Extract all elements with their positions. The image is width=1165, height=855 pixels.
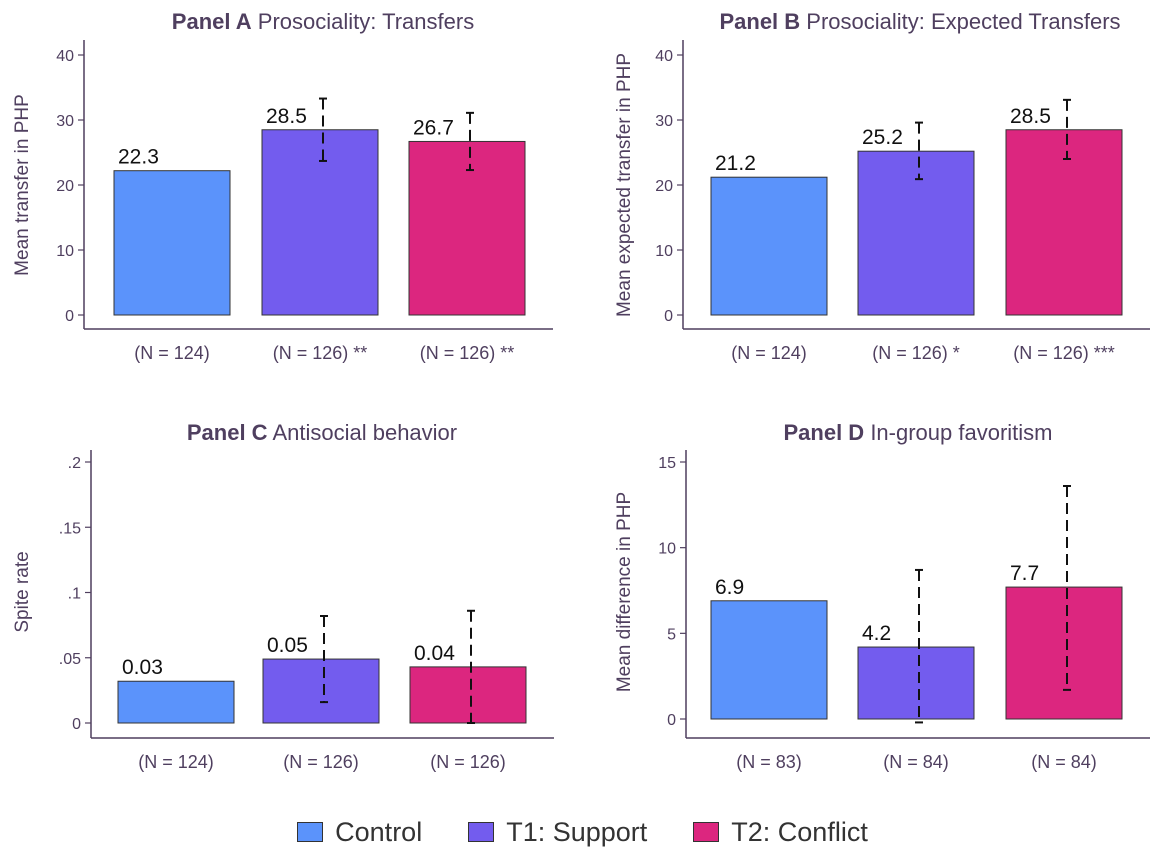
- legend-swatch-conflict: [693, 822, 720, 842]
- panel-c-y-tick-label-3: .15: [59, 520, 81, 537]
- panel-d-bar-2: [1005, 586, 1123, 720]
- legend-label-support: T1: Support: [506, 816, 648, 847]
- panel-c-title: Panel C Antisocial behavior: [187, 420, 457, 445]
- panel-d-bar-0: [710, 600, 828, 720]
- panel-b-value-label-1: 25.2: [862, 126, 903, 149]
- panel-b-value-label-2: 28.5: [1010, 105, 1051, 128]
- panel-b-title-bold: Panel B: [719, 9, 800, 34]
- panel-c-bar-0: [117, 680, 235, 724]
- panel-a-y-tick-label-4: 40: [56, 48, 74, 65]
- legend-label-control: Control: [335, 816, 423, 847]
- panel-d-y-tick-label-0: 0: [667, 712, 676, 729]
- panel-a-bar-1: [261, 129, 379, 316]
- panel-b-y-tick-label-2: 20: [655, 178, 673, 195]
- panel-d-y-tick-label-2: 10: [658, 541, 676, 558]
- panel-c-title-rest: Antisocial behavior: [268, 420, 458, 445]
- panel-a-y-tick-label-3: 30: [56, 113, 74, 130]
- panel-d-y-tick-label-3: 15: [658, 455, 676, 472]
- panel-c-y-tick-label-1: .05: [59, 651, 81, 668]
- panel-b-y-tick-label-4: 40: [655, 48, 673, 65]
- panel-d-y-tick-label-1: 5: [667, 626, 676, 643]
- panel-c-y-tick-label-2: .1: [68, 586, 81, 603]
- panel-b-bar-1: [857, 150, 975, 316]
- panel-c-category-label-0: (N = 124): [138, 752, 214, 772]
- panel-a-value-label-2: 26.7: [413, 116, 454, 139]
- panel-d-value-label-1: 4.2: [862, 622, 891, 645]
- panel-d-category-label-2: (N = 84): [1031, 752, 1097, 772]
- panel-a-ylabel: Mean transfer in PHP: [12, 94, 33, 276]
- panel-d-value-label-2: 7.7: [1010, 562, 1039, 585]
- legend: Control T1: Support T2: Conflict: [0, 812, 1165, 852]
- panel-c-ylabel: Spite rate: [12, 551, 33, 632]
- panel-c-bar-1: [262, 658, 380, 724]
- panel-b-y-tick-label-3: 30: [655, 113, 673, 130]
- panel-b-ylabel: Mean expected transfer in PHP: [614, 53, 635, 317]
- panel-a-title: Panel A Prosociality: Transfers: [172, 9, 474, 34]
- panel-a-y-tick-label-1: 10: [56, 243, 74, 260]
- panel-b-title: Panel B Prosociality: Expected Transfers: [719, 9, 1120, 34]
- panel-c-value-label-1: 0.05: [267, 634, 308, 657]
- panel-a-bar-2: [408, 140, 526, 316]
- panel-d-title-bold: Panel D: [784, 420, 865, 445]
- panel-b-bar-2: [1005, 129, 1123, 316]
- panel-b-bar-0: [710, 176, 828, 316]
- panel-c-category-label-2: (N = 126): [430, 752, 506, 772]
- panel-a-title-bold: Panel A: [172, 9, 252, 34]
- panel-c-value-label-0: 0.03: [122, 656, 163, 679]
- panel-a-category-label-1: (N = 126) **: [273, 343, 368, 363]
- panel-a-title-rest: Prosociality: Transfers: [252, 9, 475, 34]
- panel-d-category-label-1: (N = 84): [883, 752, 949, 772]
- panel-d-title-rest: In-group favoritism: [864, 420, 1052, 445]
- panel-b-y-tick-label-0: 0: [664, 308, 673, 325]
- legend-item-support: T1: Support: [468, 817, 647, 848]
- panel-c-bar-2: [409, 666, 527, 724]
- panel-a-bar-0: [113, 170, 231, 316]
- panel-c-y-tick-label-4: .2: [68, 455, 81, 472]
- panel-a-category-label-2: (N = 126) **: [420, 343, 515, 363]
- legend-item-control: Control: [297, 817, 422, 848]
- panel-b-y-tick-label-1: 10: [655, 243, 673, 260]
- panel-d-value-label-0: 6.9: [715, 576, 744, 599]
- legend-swatch-support: [468, 822, 495, 842]
- panel-a-value-label-0: 22.3: [118, 146, 159, 169]
- panel-b-title-rest: Prosociality: Expected Transfers: [800, 9, 1120, 34]
- panel-c-title-bold: Panel C: [187, 420, 268, 445]
- panel-b-category-label-2: (N = 126) ***: [1013, 343, 1115, 363]
- panel-a-value-label-1: 28.5: [266, 105, 307, 128]
- legend-item-conflict: T2: Conflict: [693, 817, 868, 848]
- legend-swatch-control: [297, 822, 324, 842]
- panel-b-category-label-1: (N = 126) *: [872, 343, 960, 363]
- panel-d-ylabel: Mean difference in PHP: [614, 492, 635, 692]
- panel-d-category-label-0: (N = 83): [736, 752, 802, 772]
- panel-c-category-label-1: (N = 126): [283, 752, 359, 772]
- panel-c-y-tick-label-0: 0: [72, 716, 81, 733]
- panel-a-y-tick-label-0: 0: [65, 308, 74, 325]
- panel-c-value-label-2: 0.04: [414, 642, 455, 665]
- panel-b-value-label-0: 21.2: [715, 152, 756, 175]
- panel-b-category-label-0: (N = 124): [731, 343, 807, 363]
- legend-label-conflict: T2: Conflict: [731, 816, 868, 847]
- panel-d-title: Panel D In-group favoritism: [784, 420, 1053, 445]
- panel-a-y-tick-label-2: 20: [56, 178, 74, 195]
- panel-a-category-label-0: (N = 124): [134, 343, 210, 363]
- panel-d-bar-1: [857, 646, 975, 720]
